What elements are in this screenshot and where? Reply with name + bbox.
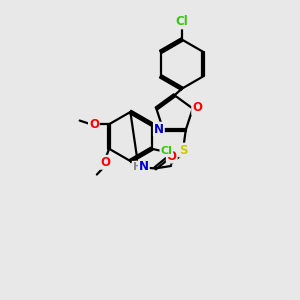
Text: N: N [154, 123, 164, 136]
Text: Cl: Cl [160, 146, 172, 156]
Text: O: O [167, 150, 177, 163]
Text: Cl: Cl [176, 15, 188, 28]
Text: S: S [179, 143, 188, 157]
Text: O: O [100, 156, 110, 169]
Text: H: H [133, 162, 142, 172]
Text: O: O [89, 118, 99, 131]
Text: O: O [192, 101, 202, 114]
Text: N: N [139, 160, 149, 173]
